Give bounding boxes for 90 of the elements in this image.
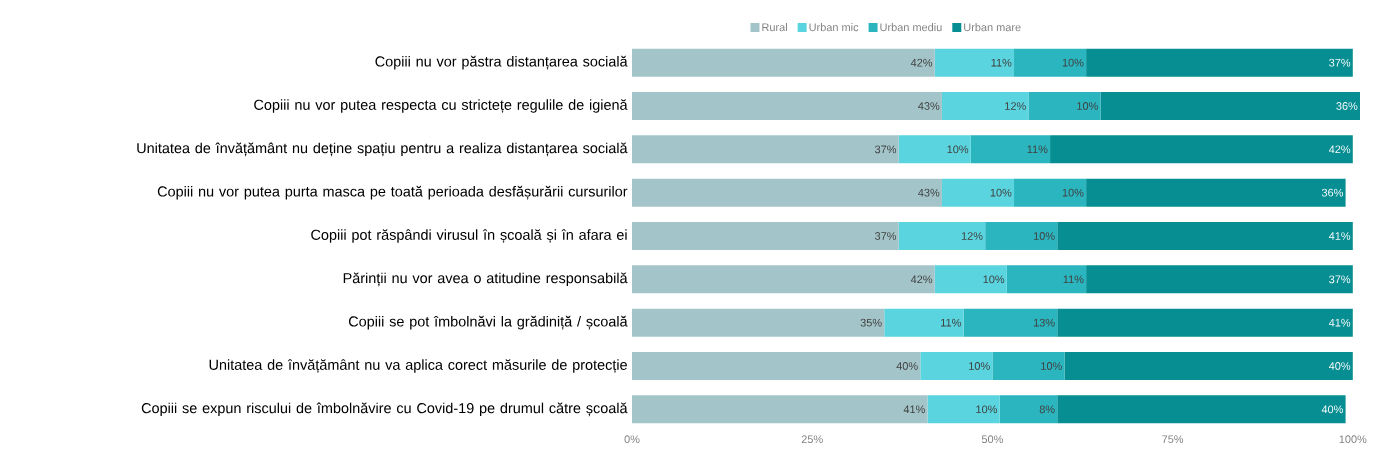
data-label: 42% (910, 58, 933, 67)
bar (898, 221, 986, 250)
data-label: 10% (947, 145, 969, 154)
bar (1050, 135, 1353, 164)
data-label: 40% (896, 362, 918, 370)
x-tick-label: 0% (624, 435, 640, 444)
data-label: 10% (1041, 362, 1062, 370)
bar (970, 135, 1051, 164)
data-label: 40% (1328, 362, 1351, 370)
bar (632, 135, 899, 164)
legend-label: Urban mare (964, 23, 1021, 32)
bar (1100, 91, 1361, 120)
data-label: 13% (1033, 318, 1055, 327)
bar (1006, 265, 1087, 294)
data-label: 10% (983, 275, 1005, 284)
y-tick-label: Copiii pot răspândi virusul în școală și în afara ei (311, 229, 627, 243)
bar (985, 221, 1058, 250)
x-tick-label: 75% (1162, 435, 1184, 444)
bar (941, 178, 1015, 207)
data-label: 11% (1027, 145, 1048, 154)
data-label: 41% (1328, 318, 1351, 327)
data-label: 11% (941, 318, 961, 327)
bar (1086, 48, 1353, 77)
y-tick-label: Unitatea de învățământ nu va aplica corect măsurile de protecție (209, 359, 627, 373)
bar (1057, 221, 1353, 250)
bar (632, 395, 928, 424)
data-label: 11% (1063, 275, 1084, 284)
bar (1014, 178, 1087, 207)
data-label: 36% (1321, 188, 1343, 197)
y-tick-label: Copiii nu vor putea respecta cu strictețe regulile de igienă (254, 99, 628, 113)
data-label: 42% (910, 275, 933, 284)
data-label: 10% (1077, 102, 1098, 110)
bar (1028, 91, 1101, 120)
y-tick-label: Copiii se pot îmbolnăvi la grădiniță / școală (348, 315, 628, 330)
y-tick-label: Părinții nu vor avea o atitudine responsabilă (343, 272, 628, 287)
y-tick-label: Copiii nu vor păstra distanțarea socială (375, 55, 628, 70)
data-label: 35% (860, 318, 882, 327)
data-label: 42% (1328, 145, 1351, 154)
x-tick-label: 25% (801, 435, 823, 444)
data-label: 40% (1321, 405, 1343, 414)
data-label: 41% (1328, 232, 1351, 240)
bar (632, 221, 899, 250)
y-tick-label: Unitatea de învățământ nu deține spațiu pentru a realiza distanțarea socială (137, 142, 628, 157)
data-label: 10% (1062, 58, 1084, 67)
bar (1064, 351, 1353, 380)
bar (920, 351, 993, 380)
data-label: 37% (875, 145, 897, 154)
data-label: 11% (991, 58, 1012, 67)
data-label: 10% (1033, 232, 1055, 240)
data-label: 10% (976, 405, 998, 414)
data-label: 37% (1329, 275, 1351, 284)
data-label: 43% (918, 188, 940, 197)
legend-label: Urban mediu (880, 23, 942, 32)
bar (632, 265, 935, 294)
bar (941, 91, 1029, 120)
bar (927, 395, 1000, 424)
legend-label: Urban mic (809, 23, 859, 32)
bar (999, 395, 1058, 424)
bar (1057, 395, 1346, 424)
bar (632, 308, 885, 337)
data-label: 43% (918, 102, 940, 110)
data-label: 37% (1329, 58, 1351, 67)
data-label: 36% (1336, 102, 1358, 110)
bar (632, 178, 942, 207)
bar (1057, 308, 1353, 337)
data-label: 41% (903, 405, 925, 414)
bar (898, 135, 971, 164)
data-label: 37% (875, 232, 897, 240)
data-label: 8% (1039, 405, 1055, 414)
bar (1086, 178, 1346, 207)
x-tick-label: 50% (981, 435, 1003, 444)
data-label: 10% (990, 188, 1012, 197)
data-label: 12% (1005, 102, 1026, 110)
bar (884, 308, 964, 337)
bar (632, 351, 921, 380)
bar (632, 48, 935, 77)
bar (934, 265, 1007, 294)
bar (1014, 48, 1087, 77)
y-tick-label: Copiii se expun riscului de îmbolnăvire cu Covid-19 pe drumul către școală (141, 402, 628, 417)
bar (632, 91, 942, 120)
bar (963, 308, 1058, 337)
data-label: 12% (961, 232, 983, 240)
legend-label: Rural (762, 23, 787, 32)
bar (1086, 265, 1353, 294)
data-label: 10% (1062, 188, 1084, 197)
bar (992, 351, 1065, 380)
bar (934, 48, 1015, 77)
data-label: 10% (969, 362, 990, 370)
x-tick-label: 100% (1339, 435, 1367, 444)
y-tick-label: Copiii nu vor putea purta masca pe toată perioada desfășurării cursurilor (157, 185, 628, 200)
